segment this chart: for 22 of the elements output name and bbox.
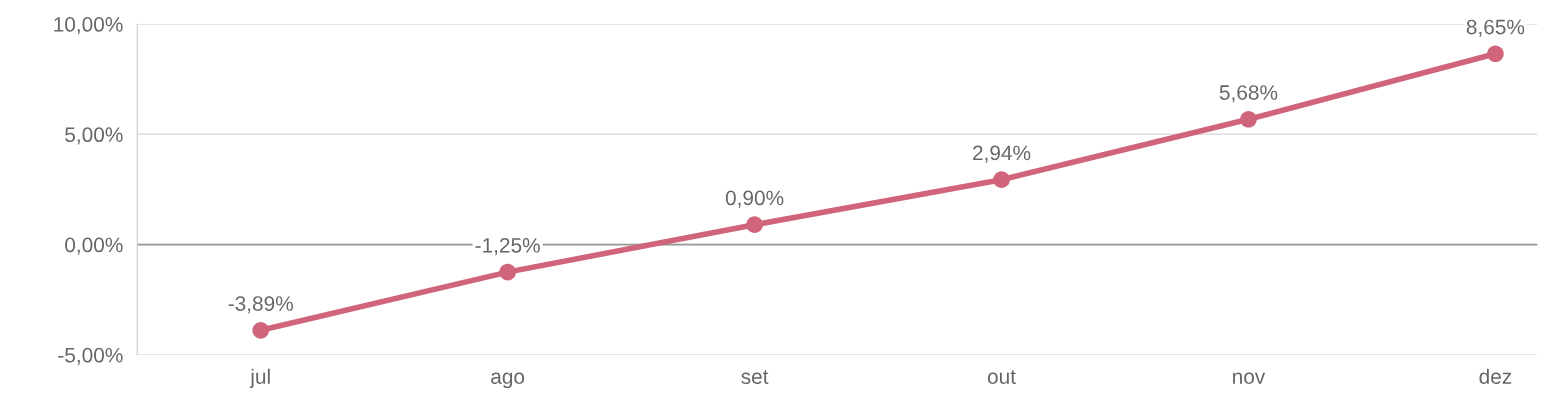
data-label: -1,25% xyxy=(475,237,540,256)
point xyxy=(993,171,1010,189)
point xyxy=(746,216,763,234)
y-tick-label: 10,00% xyxy=(54,17,123,35)
data-label: 8,65% xyxy=(1466,19,1525,37)
point xyxy=(1487,45,1504,63)
y-tick-label: 0,00% xyxy=(65,237,123,255)
point xyxy=(1240,110,1257,128)
y-tick-label: -5,00% xyxy=(58,347,123,366)
x-tick-label: set xyxy=(741,370,769,384)
x-tick-label: jul xyxy=(249,368,270,389)
data-label: 0,90% xyxy=(725,190,784,208)
x-tick-label: ago xyxy=(491,372,525,389)
data-label: 2,94% xyxy=(973,145,1031,163)
x-tick-label: nov xyxy=(1233,372,1266,384)
point xyxy=(499,263,516,281)
data-label: 5,68% xyxy=(1219,85,1278,103)
point xyxy=(252,321,270,339)
x-tick-label: dez xyxy=(1479,368,1512,384)
x-tick-label: out xyxy=(987,370,1016,384)
y-tick-label: 5,00% xyxy=(65,127,123,145)
data-label: -3,89% xyxy=(228,296,293,314)
